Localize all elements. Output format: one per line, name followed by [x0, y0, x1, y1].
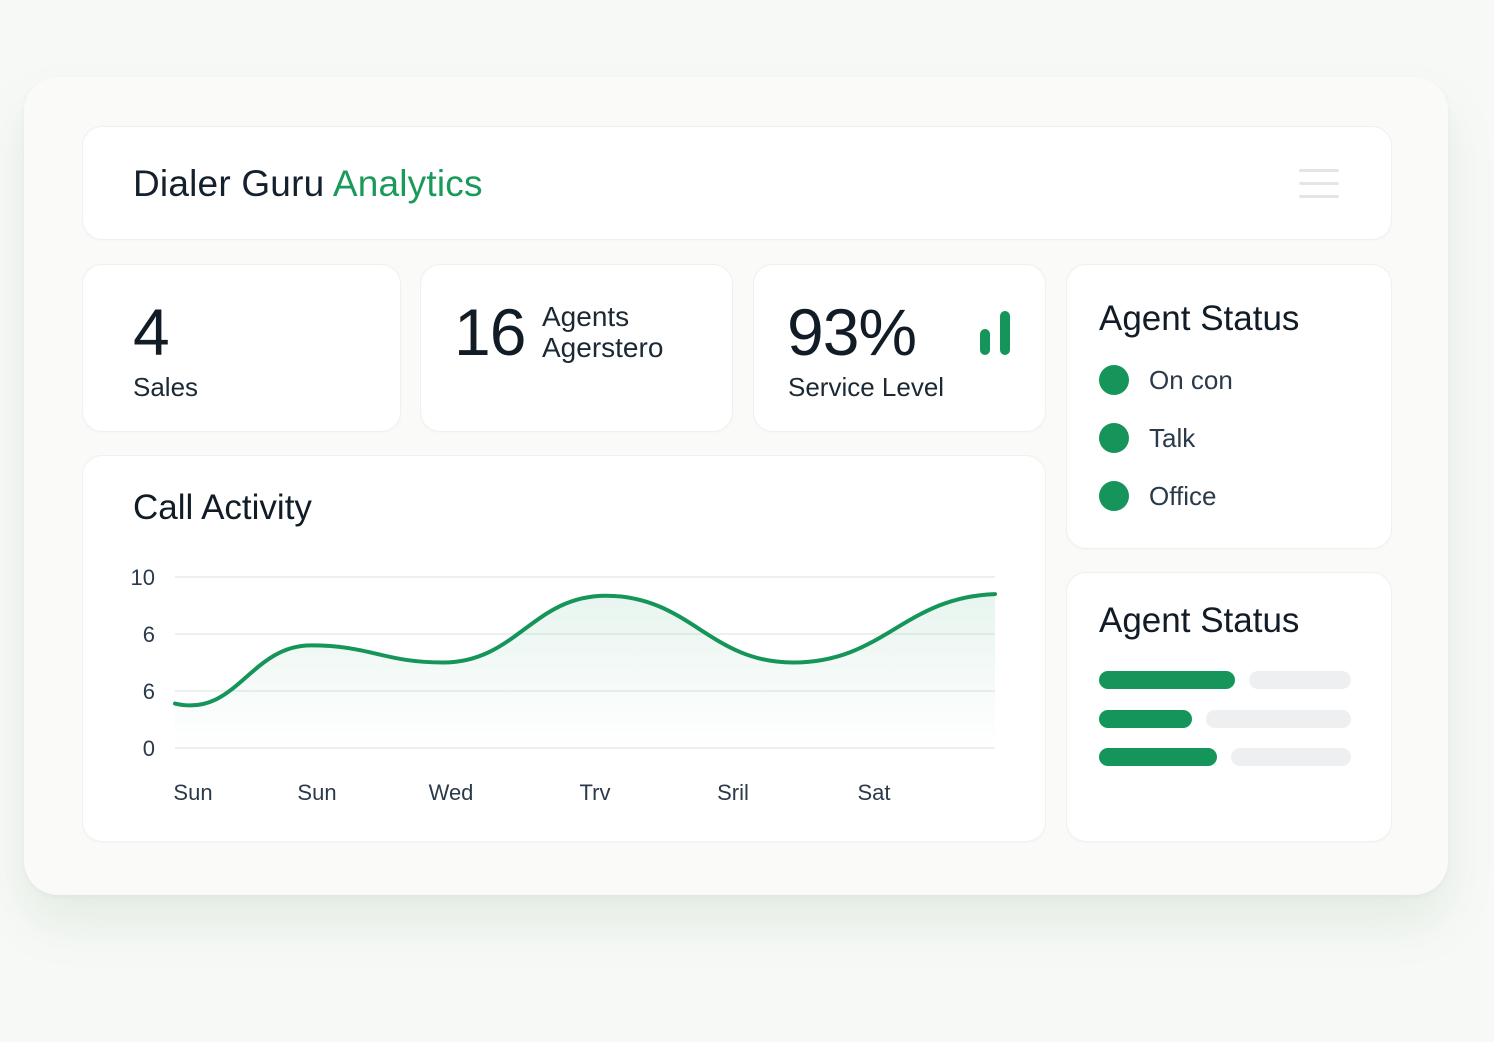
- app-title-accent: Analytics: [332, 163, 483, 204]
- agent-status-bars-card: Agent Status: [1066, 572, 1392, 842]
- kpi-card-service-level: 93% Service Level: [753, 264, 1046, 432]
- kpi-card-sales: 4 Sales: [82, 264, 401, 432]
- status-bar-row: [1099, 748, 1351, 766]
- status-bar-fill: [1099, 710, 1192, 728]
- status-item-talk: Talk: [1099, 422, 1195, 454]
- x-tick-label: Trv: [580, 780, 611, 805]
- status-bar-row: [1099, 710, 1351, 728]
- x-tick-label: Sun: [173, 780, 212, 805]
- status-item-label: On con: [1149, 364, 1233, 395]
- status-dot-icon: [1099, 365, 1129, 395]
- chart-area-fill: [175, 594, 995, 748]
- agents-value: 16: [454, 295, 526, 369]
- status-bar-row: [1099, 671, 1351, 689]
- call-activity-chart: Call Activity 10 6 6 0 Sun Sun Wed Trv Sril Sat: [131, 488, 997, 805]
- service-level-value: 93%: [787, 295, 917, 369]
- chart-title: Call Activity: [133, 488, 312, 527]
- agents-label-line2: Agerstero: [542, 332, 664, 363]
- status-item-label: Talk: [1149, 422, 1196, 453]
- chart-series-line: [173, 592, 997, 708]
- y-tick-label: 10: [131, 565, 155, 590]
- hamburger-menu-icon[interactable]: [1299, 167, 1341, 201]
- x-tick-label: Sun: [297, 780, 336, 805]
- service-level-label: Service Level: [788, 372, 945, 402]
- sales-value: 4: [133, 295, 170, 369]
- sales-label: Sales: [133, 372, 199, 402]
- status-item-label: Office: [1149, 480, 1217, 511]
- y-tick-label: 0: [143, 736, 155, 761]
- agents-label-line1: Agents: [542, 301, 630, 332]
- status-dot-icon: [1099, 481, 1129, 511]
- app-title-brand: Dialer Guru: [133, 163, 325, 204]
- y-tick-label: 6: [143, 679, 155, 704]
- agent-status-bars-title: Agent Status: [1099, 601, 1300, 640]
- status-item-on-con: On con: [1099, 364, 1233, 396]
- status-item-office: Office: [1099, 480, 1216, 512]
- x-tick-label: Wed: [429, 780, 474, 805]
- status-bar-track: [1206, 710, 1351, 728]
- x-tick-label: Sril: [717, 780, 749, 805]
- status-bar-fill: [1099, 671, 1235, 689]
- call-activity-card: Call Activity 10 6 6 0 Sun Sun Wed Trv Sril Sat: [82, 455, 1046, 842]
- agent-status-list-title: Agent Status: [1099, 299, 1300, 338]
- y-tick-label: 6: [143, 622, 155, 647]
- status-bar-track: [1249, 671, 1351, 689]
- status-dot-icon: [1099, 423, 1129, 453]
- agent-status-list-card: Agent Status On con Talk Office: [1066, 264, 1392, 549]
- bar-chart-icon: [980, 311, 1012, 355]
- app-title: Dialer Guru Analytics: [133, 163, 483, 205]
- agents-label: Agents Agerstero: [542, 301, 663, 363]
- header-bar: Dialer Guru Analytics: [82, 126, 1392, 240]
- status-bar-track: [1231, 748, 1351, 766]
- x-tick-label: Sat: [857, 780, 890, 805]
- status-bar-fill: [1099, 748, 1217, 766]
- kpi-card-agents: 16 Agents Agerstero: [420, 264, 733, 432]
